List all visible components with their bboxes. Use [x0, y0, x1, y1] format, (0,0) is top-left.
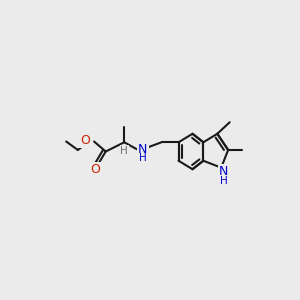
- Text: N: N: [138, 143, 148, 156]
- Text: N: N: [219, 165, 228, 178]
- Text: O: O: [80, 134, 90, 147]
- Text: H: H: [220, 176, 227, 186]
- Text: H: H: [120, 146, 128, 156]
- Text: O: O: [90, 164, 100, 176]
- Text: H: H: [139, 153, 147, 164]
